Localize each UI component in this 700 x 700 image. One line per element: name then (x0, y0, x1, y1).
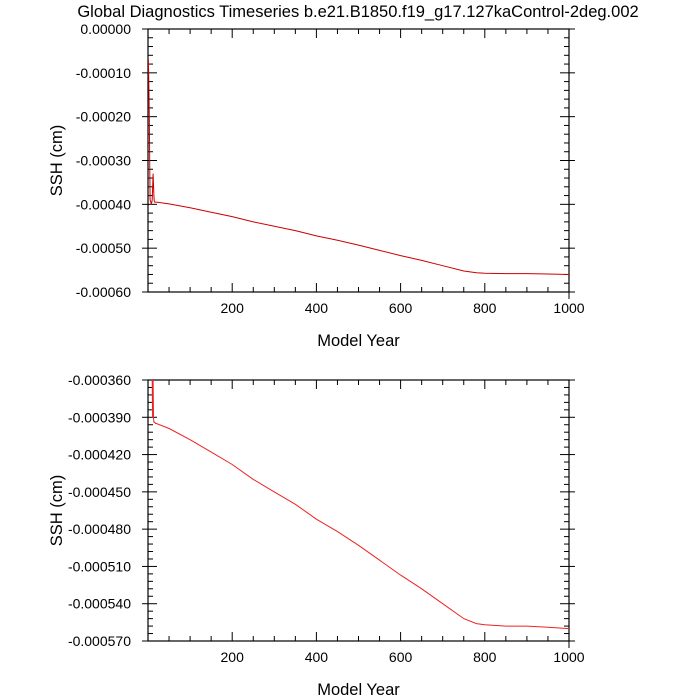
y-tick-label: -0.000480 (68, 521, 131, 537)
y-tick-label: -0.00030 (76, 153, 131, 169)
x-tick-label: 400 (305, 300, 329, 316)
y-axis-title: SSH (cm) (48, 125, 66, 197)
y-tick-label: -0.000360 (68, 372, 131, 388)
y-tick-label: -0.00060 (76, 284, 131, 300)
y-tick-label: -0.000540 (68, 596, 131, 612)
x-tick-label: 1000 (553, 649, 584, 665)
y-tick-label: -0.000510 (68, 558, 131, 574)
x-tick-label: 200 (221, 300, 245, 316)
y-tick-label: 0.00000 (80, 21, 131, 37)
plot-frame (147, 379, 570, 642)
y-tick-label: -0.000420 (68, 447, 131, 463)
y-tick-label: -0.00050 (76, 240, 131, 256)
bottom-panel: 200 400 600 800 1000 -0.000360 -0.000390 -0.000… (48, 372, 585, 699)
x-tick-label: 400 (305, 649, 329, 665)
y-axis-title: SSH (cm) (48, 475, 66, 547)
x-tick-label: 600 (389, 649, 413, 665)
y-tick-label: -0.00040 (76, 196, 131, 212)
y-tick-label: -0.000390 (68, 409, 131, 425)
x-tick-label: 600 (389, 300, 413, 316)
x-axis-title: Model Year (317, 681, 400, 699)
x-tick-label: 800 (473, 300, 497, 316)
x-tick-label: 800 (473, 649, 497, 665)
x-tick-label: 1000 (553, 300, 584, 316)
plot-frame (147, 28, 570, 293)
y-tick-label: -0.00020 (76, 109, 131, 125)
x-axis-title: Model Year (317, 332, 400, 350)
series-line (151, 380, 569, 630)
x-tick-label: 200 (221, 649, 245, 665)
chart-title: Global Diagnostics Timeseries b.e21.B185… (77, 3, 638, 21)
y-tick-label: -0.000570 (68, 633, 131, 649)
y-tick-label: -0.000450 (68, 484, 131, 500)
top-panel: 200 400 600 800 1000 0.00000 -0.00010 -0.00020 -… (48, 21, 585, 350)
y-tick-label: -0.00010 (76, 65, 131, 81)
series-line (148, 59, 569, 275)
